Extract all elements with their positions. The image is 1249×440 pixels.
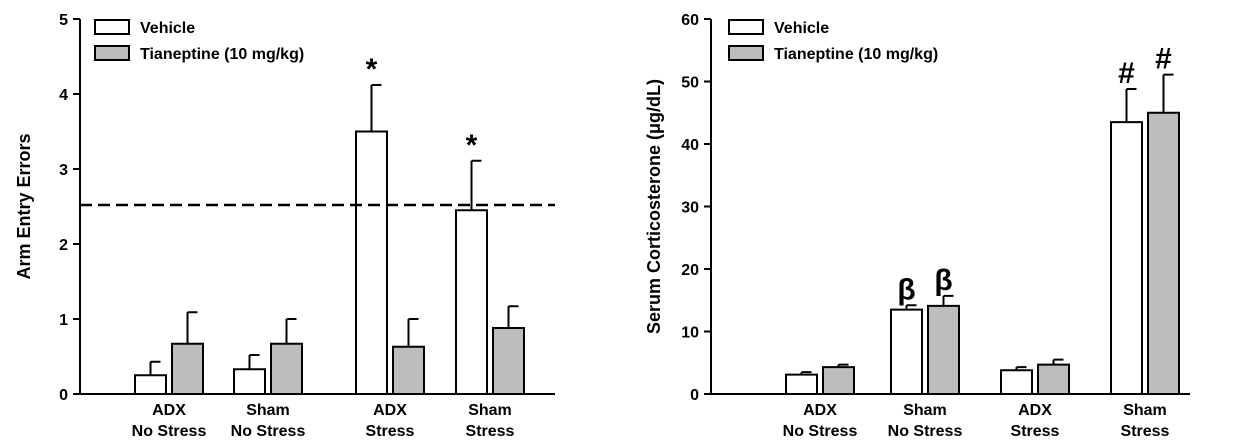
x-category-label: ADX xyxy=(152,402,186,419)
bar xyxy=(492,327,525,395)
bar xyxy=(392,345,425,395)
bar xyxy=(355,130,388,395)
x-category-label: Stress xyxy=(466,423,515,440)
bar xyxy=(171,342,204,395)
x-category-label: Sham xyxy=(468,402,512,419)
serum-corticosterone-chart: 0 10 20 30 40 50 60 Serum Corticosterone (μg/dL… xyxy=(644,12,1190,440)
x-category-label: Sham xyxy=(1123,402,1167,419)
legend-label: Vehicle xyxy=(140,20,195,37)
bar xyxy=(455,209,488,395)
x-category-label: ADX xyxy=(1018,402,1052,419)
bar xyxy=(233,368,266,395)
x-category-label: Stress xyxy=(1121,423,1170,440)
y-tick-label: 2 xyxy=(59,237,68,254)
y-tick-label: 50 xyxy=(681,75,699,92)
x-category-label: ADX xyxy=(803,402,837,419)
x-category-label: No Stress xyxy=(231,423,306,440)
x-category-label: No Stress xyxy=(888,423,963,440)
y-tick-label: 0 xyxy=(59,387,68,404)
bar xyxy=(270,342,303,395)
x-category-label: No Stress xyxy=(783,423,858,440)
legend-label: Tianeptine (10 mg/kg) xyxy=(774,46,938,63)
x-category-label: Sham xyxy=(903,402,947,419)
y-tick-label: 5 xyxy=(59,12,68,29)
bar xyxy=(1147,111,1180,395)
x-category-label: Stress xyxy=(366,423,415,440)
significance-marker: β xyxy=(934,264,952,297)
bar xyxy=(822,366,855,395)
bar xyxy=(785,373,818,395)
significance-marker: β xyxy=(897,273,915,306)
legend-swatch xyxy=(94,19,130,35)
x-category-label: Stress xyxy=(1011,423,1060,440)
y-tick-label: 40 xyxy=(681,137,699,154)
significance-marker: # xyxy=(1118,57,1135,90)
bar xyxy=(1037,363,1070,395)
legend-swatch xyxy=(728,19,764,35)
y-tick-label: 30 xyxy=(681,200,699,217)
bar xyxy=(1000,369,1033,395)
bar xyxy=(1110,121,1143,395)
significance-marker: # xyxy=(1155,43,1172,76)
y-tick-label: 10 xyxy=(681,325,699,342)
y-tick-label: 60 xyxy=(681,12,699,29)
legend-swatch xyxy=(94,45,130,61)
arm-entry-errors-chart: 0 1 2 3 4 5 Arm Entry Errors ADX No Stress Sham No… xyxy=(14,12,555,440)
y-axis-title: Serum Corticosterone (μg/dL) xyxy=(644,79,664,334)
legend-label: Vehicle xyxy=(774,20,829,37)
significance-marker: * xyxy=(366,53,378,86)
x-category-label: ADX xyxy=(373,402,407,419)
x-category-label: Sham xyxy=(246,402,290,419)
x-category-label: No Stress xyxy=(132,423,207,440)
y-tick-label: 1 xyxy=(59,312,68,329)
y-axis-title: Arm Entry Errors xyxy=(14,133,34,279)
y-tick-label: 20 xyxy=(681,262,699,279)
legend-label: Tianeptine (10 mg/kg) xyxy=(140,46,304,63)
bar xyxy=(134,374,167,395)
bar xyxy=(890,308,923,395)
y-tick-label: 3 xyxy=(59,162,68,179)
legend-swatch xyxy=(728,45,764,61)
y-tick-label: 0 xyxy=(690,387,699,404)
significance-marker: * xyxy=(466,129,478,162)
y-tick-label: 4 xyxy=(59,87,68,104)
bar xyxy=(927,304,960,395)
